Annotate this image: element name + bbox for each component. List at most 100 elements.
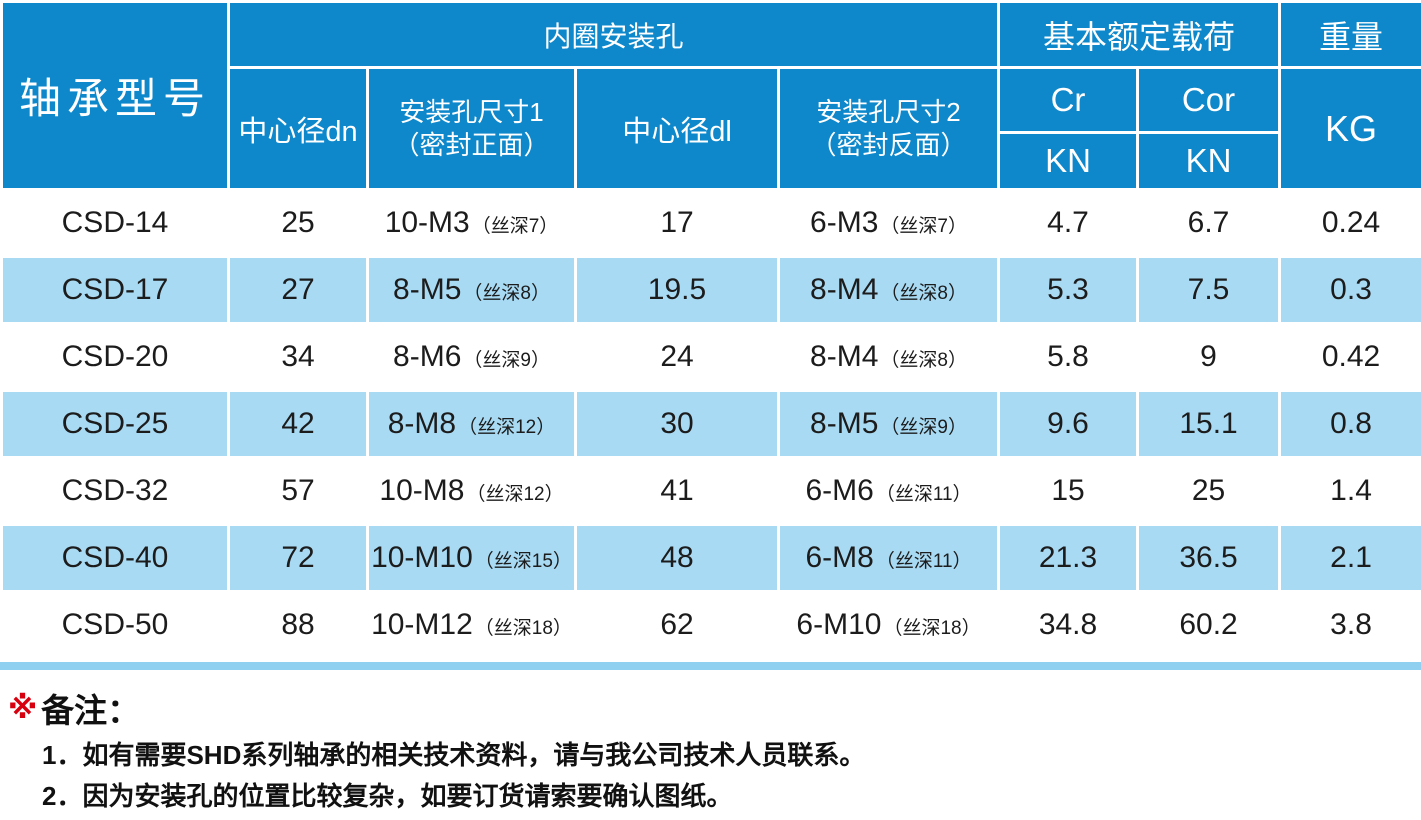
cell-center-dl: 24: [574, 322, 780, 392]
table-row: CSD-25 42 8-M8 （丝深12） 30 8-M5 （丝深9） 9.6 15.1 0.8: [0, 389, 1421, 459]
header-hole-size-1-line2: （密封正面）: [393, 129, 550, 160]
thread-depth-note: （丝深8）: [880, 350, 967, 371]
header-hole-size-2-line2: （密封反面）: [810, 129, 967, 160]
cell-hole-size-1: 10-M10 （丝深15）: [366, 523, 577, 593]
cell-hole-size-1-value: 10-M8: [379, 474, 465, 507]
header-cr: Cr: [997, 66, 1140, 134]
cell-kg: 0.42: [1278, 322, 1421, 392]
cell-hole-size-1-value: 10-M10: [371, 541, 473, 574]
cell-hole-size-1: 10-M3 （丝深7）: [366, 188, 577, 258]
cell-cor-value: 15.1: [1179, 407, 1238, 440]
thread-depth-note: （丝深7）: [471, 216, 559, 237]
thread-depth-note: （丝深15）: [474, 551, 572, 572]
cell-model: CSD-17: [0, 255, 230, 325]
cell-hole-size-2: 6-M8 （丝深11）: [776, 523, 1001, 593]
cell-hole-size-2-value: 6-M8: [805, 541, 874, 574]
cell-center-dl-value: 19.5: [647, 273, 707, 306]
cell-center-dl: 41: [574, 456, 780, 526]
cell-center-dn: 34: [227, 322, 369, 392]
table-row: CSD-40 72 10-M10 （丝深15） 48 6-M8 （丝深11） 21.3 36.5…: [0, 523, 1421, 593]
cell-cor-value: 6.7: [1187, 206, 1230, 239]
cell-cor-value: 25: [1191, 474, 1226, 507]
thread-depth-note: （丝深9）: [463, 350, 550, 371]
cell-cr: 15: [997, 456, 1140, 526]
cell-kg: 0.24: [1278, 188, 1421, 258]
cell-center-dn: 88: [227, 590, 369, 660]
thread-depth-note: （丝深11）: [875, 484, 972, 505]
cell-center-dn-value: 25: [281, 206, 315, 239]
cell-model: CSD-14: [0, 188, 230, 258]
cell-kg-value: 0.24: [1321, 206, 1381, 239]
header-center-diameter-dl: 中心径dl: [574, 66, 780, 191]
cell-cor-value: 7.5: [1187, 273, 1230, 306]
cell-model-value: CSD-40: [61, 541, 169, 574]
cell-kg-value: 0.42: [1321, 340, 1381, 373]
cell-hole-size-1: 10-M12 （丝深18）: [366, 590, 577, 660]
note-item-2: 2．因为安装孔的位置比较复杂，如要订货请索要确认图纸。: [42, 780, 733, 811]
cell-center-dl: 19.5: [574, 255, 780, 325]
cell-cr-value: 4.7: [1047, 206, 1089, 239]
cell-center-dn-value: 42: [281, 407, 315, 440]
cell-cr: 9.6: [997, 389, 1140, 459]
cell-cr-value: 15: [1051, 474, 1085, 507]
header-basic-load-group: 基本额定载荷: [997, 0, 1282, 69]
cell-kg: 2.1: [1278, 523, 1421, 593]
cell-kg: 1.4: [1278, 456, 1421, 526]
cell-model: CSD-32: [0, 456, 230, 526]
cell-model: CSD-50: [0, 590, 230, 660]
cell-hole-size-1-value: 10-M12: [371, 608, 473, 641]
cell-center-dl-value: 17: [660, 206, 694, 239]
cell-hole-size-2-value: 8-M4: [810, 340, 879, 373]
notes-heading: ※ 备注：: [8, 684, 1411, 732]
cell-hole-size-2: 8-M4 （丝深8）: [776, 255, 1001, 325]
cell-center-dn-value: 88: [281, 608, 315, 641]
cell-hole-size-2-value: 6-M10: [796, 608, 882, 641]
cell-center-dn: 27: [227, 255, 369, 325]
cell-model-value: CSD-20: [61, 340, 169, 373]
table-row: CSD-20 34 8-M6 （丝深9） 24 8-M4 （丝深8） 5.8 9 0.42: [0, 322, 1421, 392]
cell-center-dn: 42: [227, 389, 369, 459]
cell-hole-size-1-value: 8-M8: [387, 407, 457, 440]
cell-center-dn: 72: [227, 523, 369, 593]
table-header: 轴承型号 内圈安装孔 基本额定载荷 重量 中心径dn 安装孔尺寸1 （密封正面）…: [0, 0, 1421, 191]
cell-cr-value: 34.8: [1038, 608, 1098, 641]
cell-cr: 4.7: [997, 188, 1140, 258]
cell-model: CSD-40: [0, 523, 230, 593]
cell-hole-size-1-value: 8-M6: [393, 340, 462, 373]
cell-kg-value: 0.8: [1330, 407, 1372, 440]
cell-cr-value: 21.3: [1038, 541, 1098, 574]
thread-depth-note: （丝深7）: [880, 216, 967, 237]
cell-center-dn-value: 57: [281, 474, 315, 507]
cell-hole-size-1-value: 10-M3: [384, 206, 470, 239]
cell-cr-value: 5.8: [1047, 340, 1089, 373]
cell-hole-size-2: 6-M6 （丝深11）: [776, 456, 1001, 526]
cell-hole-size-2: 6-M3 （丝深7）: [776, 188, 1001, 258]
cell-model-value: CSD-14: [61, 206, 169, 239]
cell-kg: 0.8: [1278, 389, 1421, 459]
cell-hole-size-2: 8-M4 （丝深8）: [776, 322, 1001, 392]
thread-depth-note: （丝深12）: [458, 417, 556, 438]
cell-cor: 15.1: [1136, 389, 1282, 459]
thread-depth-note: （丝深8）: [463, 283, 550, 304]
header-hole-size-1: 安装孔尺寸1 （密封正面）: [366, 66, 577, 191]
cell-center-dn-value: 72: [281, 541, 315, 574]
cell-cr: 5.8: [997, 322, 1140, 392]
cell-kg-value: 2.1: [1330, 541, 1372, 574]
cell-center-dl: 30: [574, 389, 780, 459]
header-bearing-model: 轴承型号: [0, 0, 230, 191]
cell-cor-value: 9: [1200, 340, 1217, 373]
header-cor: Cor: [1136, 66, 1282, 134]
table-row: CSD-17 27 8-M5 （丝深8） 19.5 8-M4 （丝深8） 5.3 7.5 0.3: [0, 255, 1421, 325]
thread-depth-note: （丝深18）: [883, 618, 981, 639]
cell-hole-size-1-value: 8-M5: [393, 273, 462, 306]
cell-center-dl-value: 62: [660, 608, 694, 641]
cell-center-dl-value: 24: [660, 340, 694, 373]
cell-center-dn-value: 27: [281, 273, 315, 306]
cell-hole-size-2-value: 6-M3: [810, 206, 879, 239]
reference-mark-icon: ※: [8, 691, 38, 725]
cell-center-dl-value: 41: [660, 474, 694, 507]
cell-center-dl: 62: [574, 590, 780, 660]
cell-hole-size-1: 10-M8 （丝深12）: [366, 456, 577, 526]
cell-center-dl: 17: [574, 188, 780, 258]
